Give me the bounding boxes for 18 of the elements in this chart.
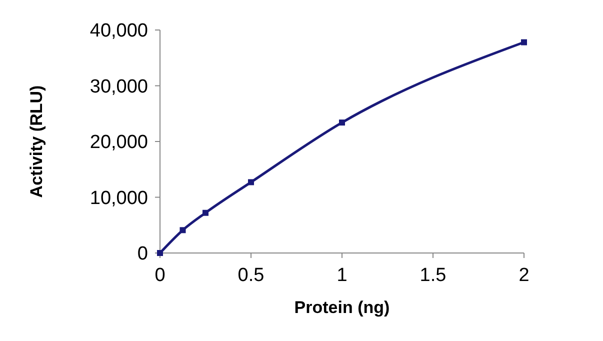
- y-axis-title: Activity (RLU): [27, 85, 46, 198]
- x-tick-label: 0: [154, 265, 166, 286]
- y-tick-label: 30,000: [90, 76, 148, 98]
- point: [202, 210, 208, 216]
- y-tick-label: 20,000: [90, 132, 148, 154]
- point: [157, 250, 163, 256]
- y-tick-label: 10,000: [90, 188, 148, 209]
- y-tick-label: 0: [137, 244, 148, 265]
- x-tick-label: 0.5: [238, 265, 264, 286]
- point: [521, 39, 527, 46]
- y-tick-label: 40,000: [90, 20, 148, 42]
- x-tick-label: 2: [518, 265, 530, 286]
- x-tick-label: 1.5: [420, 265, 446, 286]
- point: [248, 179, 254, 186]
- point: [339, 120, 345, 126]
- x-tick-label: 1: [336, 265, 348, 286]
- point: [180, 227, 186, 234]
- x-axis-title: Protein (ng): [294, 298, 390, 317]
